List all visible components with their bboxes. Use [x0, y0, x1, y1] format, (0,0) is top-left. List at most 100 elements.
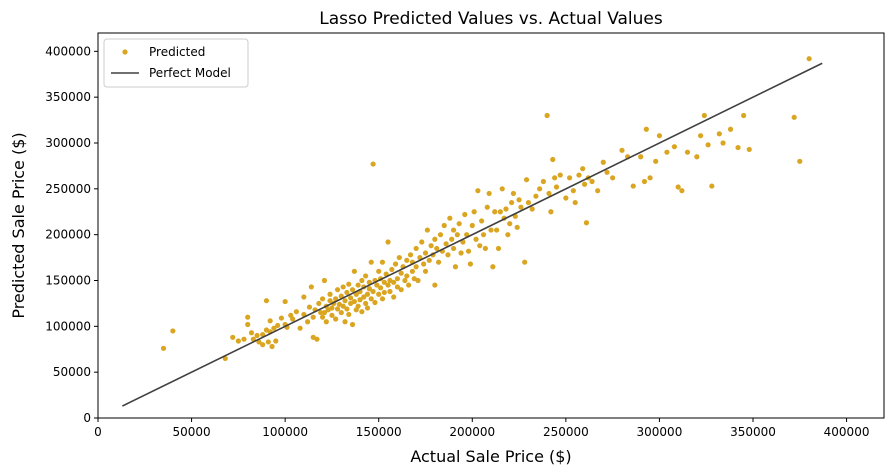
data-point [355, 303, 361, 309]
data-point [254, 332, 260, 339]
data-point [290, 316, 296, 322]
data-point [415, 277, 421, 284]
data-point [327, 291, 333, 297]
data-point [490, 264, 496, 270]
data-point [452, 264, 459, 270]
data-point [379, 296, 386, 302]
data-point [806, 56, 812, 62]
data-point [507, 221, 513, 227]
legend-marker-predicted [122, 49, 128, 55]
data-point [514, 224, 520, 230]
data-point [235, 338, 241, 344]
y-tick-label: 400000 [45, 44, 91, 58]
data-point [499, 186, 505, 192]
data-point [432, 236, 438, 242]
data-point [359, 277, 365, 284]
data-point [462, 211, 468, 218]
data-point [471, 209, 477, 215]
data-point [346, 311, 352, 318]
data-point [465, 248, 472, 254]
y-tick-label: 300000 [45, 136, 91, 150]
data-point [552, 175, 558, 181]
data-point [349, 287, 356, 293]
data-point [548, 209, 554, 215]
data-point [477, 243, 483, 249]
data-point [630, 183, 636, 189]
data-point [363, 273, 369, 279]
data-point [389, 266, 395, 273]
data-point [398, 270, 404, 276]
data-point [248, 330, 255, 336]
data-point [679, 188, 685, 194]
data-point [497, 209, 503, 215]
data-point [394, 276, 401, 282]
data-point [344, 306, 350, 312]
data-point [355, 282, 361, 288]
data-point [467, 261, 474, 267]
x-tick-label: 150000 [356, 425, 402, 439]
data-point [735, 144, 741, 151]
data-point [580, 166, 586, 172]
data-point [396, 254, 402, 261]
data-point [376, 268, 382, 274]
data-point [392, 261, 399, 267]
data-point [422, 250, 429, 256]
data-point [698, 133, 704, 139]
data-point [334, 287, 341, 293]
data-point [413, 264, 419, 270]
data-point [265, 339, 271, 345]
x-tick-label: 100000 [262, 425, 308, 439]
data-point [409, 268, 415, 274]
data-point [342, 319, 348, 325]
x-axis-ticks: 0 50000 100000 150000 200000 250000 300000 3500… [94, 418, 869, 439]
data-point [340, 284, 346, 290]
data-point [495, 245, 502, 252]
data-point [368, 259, 374, 265]
data-point [170, 328, 176, 334]
data-point [638, 154, 644, 160]
x-tick-label: 0 [94, 425, 102, 439]
data-point [406, 282, 412, 288]
data-point [570, 188, 576, 194]
data-point [473, 236, 479, 242]
data-point [293, 309, 299, 315]
data-point [436, 259, 442, 265]
data-point [385, 239, 391, 245]
data-point [338, 309, 344, 316]
x-tick-label: 50000 [172, 425, 210, 439]
data-point [523, 177, 530, 183]
data-point [376, 291, 382, 297]
data-point [381, 289, 387, 296]
data-point [716, 131, 722, 137]
data-point [364, 291, 371, 297]
data-point [357, 297, 363, 303]
data-point [727, 126, 734, 132]
data-point [361, 294, 367, 300]
data-point [705, 142, 711, 148]
data-point [404, 257, 410, 263]
data-point [301, 294, 307, 300]
x-tick-label: 400000 [824, 425, 870, 439]
x-tick-label: 200000 [449, 425, 495, 439]
x-tick-label: 350000 [730, 425, 776, 439]
data-point [458, 250, 464, 256]
data-point [454, 232, 460, 238]
data-point [297, 325, 303, 331]
y-tick-label: 0 [83, 411, 91, 425]
data-point [394, 284, 401, 290]
data-point [319, 314, 326, 320]
data-point [402, 277, 408, 284]
data-point [407, 252, 414, 258]
y-tick-label: 250000 [45, 182, 91, 196]
data-point [619, 147, 625, 153]
data-point [510, 190, 517, 197]
data-point [664, 149, 670, 155]
data-point [546, 190, 552, 197]
data-point [424, 227, 430, 233]
data-point [518, 204, 524, 210]
y-tick-label: 100000 [45, 319, 91, 333]
data-point [604, 169, 610, 175]
data-point [310, 314, 316, 320]
data-point [581, 181, 588, 187]
